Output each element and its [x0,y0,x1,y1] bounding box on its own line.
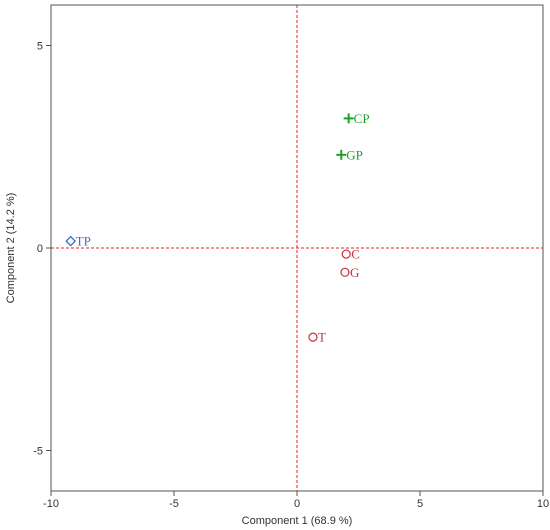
y-tick-label: 5 [37,41,43,53]
point-gp-plus-marker [336,149,347,160]
y-tick-label: -5 [33,446,43,458]
x-tick-label: 5 [417,498,423,510]
point-gp-label: GP [346,147,363,162]
point-tp-label: TP [76,234,91,249]
point-g-circle-marker [340,267,350,277]
point-cp-label: CP [354,111,370,126]
y-axis-ticks: -5 0 5 [33,41,51,458]
x-tick-label: -10 [43,498,59,510]
point-c-label: C [351,247,360,262]
y-tick-label: 0 [37,243,43,255]
y-axis-title: Component 2 (14.2 %) [5,193,17,304]
x-tick-label: -5 [169,498,179,510]
point-t-circle-marker [308,332,318,342]
x-tick-label: 0 [294,498,300,510]
x-axis-title: Component 1 (68.9 %) [242,515,353,527]
data-points: CP GP TP CG T [65,111,370,345]
point-g-label: G [350,265,359,280]
point-c-circle-marker [341,249,351,259]
point-tp-diamond-marker [65,235,77,247]
point-cp-plus-marker [343,113,354,124]
point-t-label: T [318,330,326,345]
reference-lines [51,5,543,491]
x-tick-label: 10 [537,498,549,510]
x-axis-ticks: -10 -5 0 5 10 [43,491,549,510]
